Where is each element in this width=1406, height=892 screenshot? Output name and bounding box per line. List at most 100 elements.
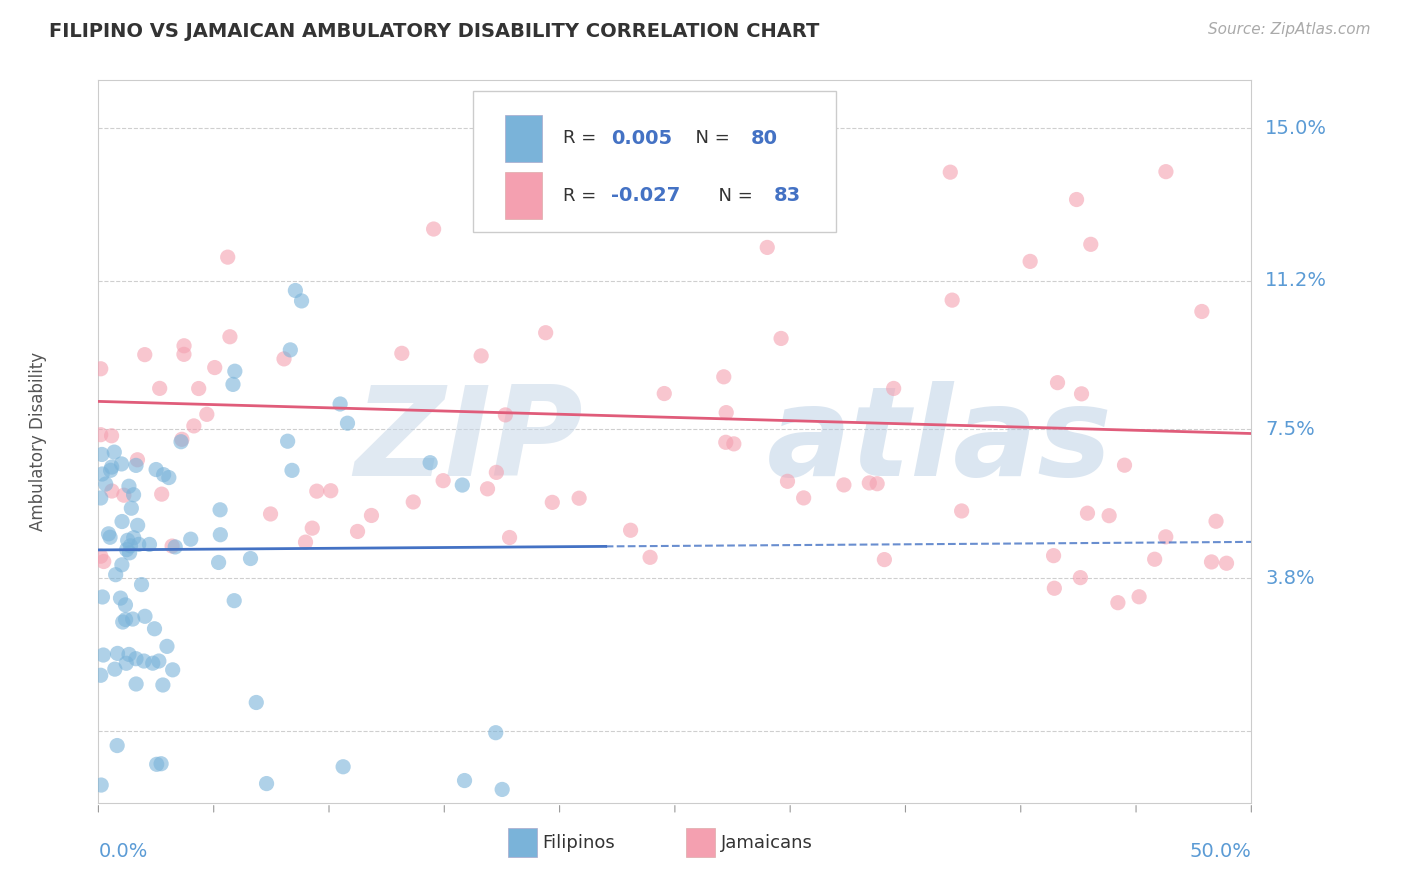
FancyBboxPatch shape (508, 828, 537, 857)
Point (1069, 571, 1091, 585)
Point (224, 593, 246, 607)
Point (451, 478, 474, 492)
Point (104, 662, 127, 676)
Point (111, 615, 134, 629)
Point (150, 756, 173, 771)
Point (222, 377, 245, 392)
Point (125, 458, 148, 473)
Point (1107, 596, 1129, 610)
Point (1154, 164, 1177, 178)
Point (162, 663, 184, 677)
Point (329, 397, 352, 411)
Point (278, 343, 301, 357)
Point (716, 406, 738, 420)
Point (105, 739, 128, 753)
Point (132, 654, 155, 668)
Text: 3.8%: 3.8% (1265, 568, 1315, 588)
Point (122, 488, 145, 502)
Text: FILIPINO VS JAMAICAN AMBULATORY DISABILITY CORRELATION CHART: FILIPINO VS JAMAICAN AMBULATORY DISABILI… (49, 22, 820, 41)
Point (259, 507, 281, 521)
Point (152, 678, 174, 692)
Point (1043, 581, 1066, 595)
Point (125, 677, 148, 691)
Point (91, 467, 114, 481)
Text: atlas: atlas (768, 381, 1114, 502)
Point (122, 531, 145, 545)
Point (1154, 530, 1177, 544)
Point (301, 521, 323, 535)
Point (485, 725, 508, 739)
Point (170, 432, 193, 446)
Point (204, 360, 226, 375)
Point (770, 331, 793, 345)
Point (91, 648, 114, 662)
Point (561, 212, 583, 227)
Point (90, 491, 112, 505)
Point (103, 445, 125, 459)
Point (93, 554, 115, 568)
Point (360, 508, 382, 523)
Point (256, 776, 278, 790)
Point (939, 165, 962, 179)
Point (91, 590, 114, 604)
Point (1143, 552, 1166, 566)
Point (150, 487, 173, 501)
Point (100, 463, 122, 477)
Point (1046, 376, 1069, 390)
Point (485, 466, 508, 480)
Point (638, 550, 661, 565)
Point (941, 293, 963, 307)
Point (1201, 555, 1223, 569)
Point (112, 488, 135, 502)
Point (294, 535, 316, 549)
Point (534, 326, 557, 340)
Point (118, 648, 141, 662)
Point (793, 491, 815, 505)
Point (219, 330, 242, 344)
Point (118, 479, 141, 493)
Point (1191, 304, 1213, 318)
Point (100, 460, 122, 475)
Point (1042, 549, 1064, 563)
Point (245, 696, 267, 710)
Point (477, 482, 499, 496)
Point (284, 284, 307, 298)
Point (152, 467, 174, 482)
Point (1215, 556, 1237, 570)
Point (277, 434, 299, 449)
Text: N =: N = (685, 129, 735, 147)
Point (579, 173, 602, 187)
Point (180, 532, 202, 546)
Point (143, 622, 166, 636)
Text: N =: N = (707, 187, 759, 205)
Point (541, 495, 564, 509)
Point (120, 501, 142, 516)
Point (138, 537, 160, 551)
Point (128, 537, 150, 551)
Point (127, 518, 149, 533)
Point (90, 427, 112, 442)
Text: 80: 80 (751, 128, 778, 147)
Text: -0.027: -0.027 (612, 186, 681, 205)
Point (170, 434, 193, 449)
Point (432, 474, 454, 488)
Point (115, 542, 138, 557)
Point (281, 463, 304, 477)
Point (111, 515, 134, 529)
Point (494, 408, 516, 422)
Point (134, 609, 156, 624)
Point (207, 556, 229, 570)
Point (652, 386, 675, 401)
FancyBboxPatch shape (686, 828, 716, 857)
Point (346, 524, 368, 539)
Point (90, 361, 112, 376)
Point (149, 381, 172, 395)
Point (1076, 506, 1098, 520)
Point (114, 598, 136, 612)
Text: 0.0%: 0.0% (98, 842, 148, 861)
Point (165, 540, 187, 554)
Point (127, 452, 149, 467)
Point (111, 558, 134, 572)
Point (422, 222, 444, 236)
Point (858, 475, 880, 490)
